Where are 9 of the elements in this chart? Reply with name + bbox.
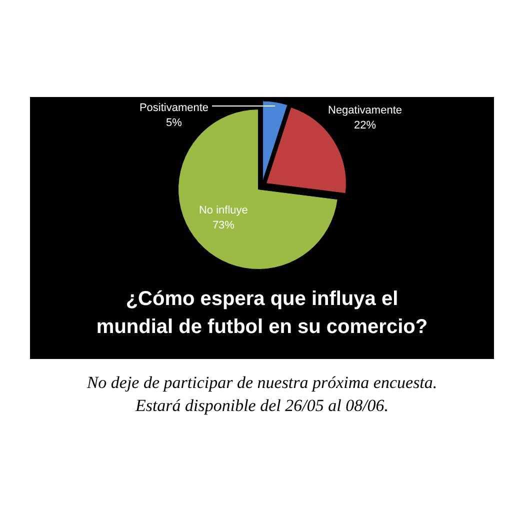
slice-label: No influye <box>198 204 248 217</box>
text: No deje de participar de nuestra próxima encuesta. <box>86 373 438 392</box>
data-label: 73% <box>212 220 235 232</box>
text: Estará disponible del 26/05 al 08/06. <box>134 396 389 415</box>
slice-label: Negativamente <box>328 104 402 117</box>
data-label: 22% <box>354 120 376 132</box>
data-label: 5% <box>166 117 182 129</box>
text: ¿Cómo espera que influya el mundial de futbol en su comercio? <box>96 288 428 338</box>
slice-label: Positivamente <box>139 102 209 114</box>
